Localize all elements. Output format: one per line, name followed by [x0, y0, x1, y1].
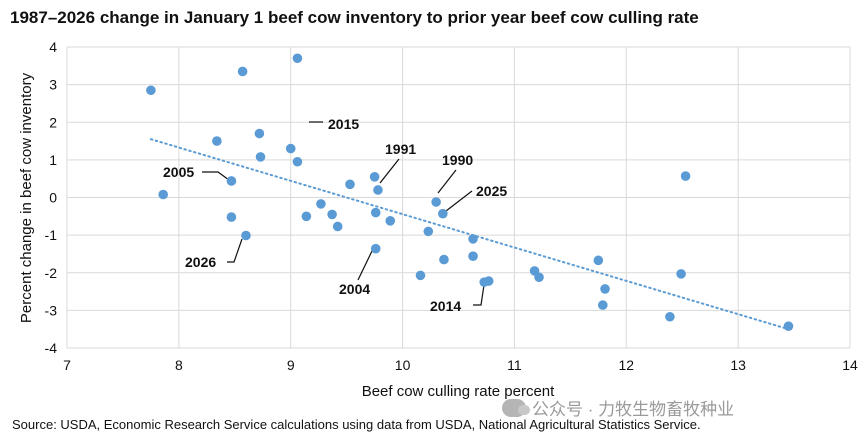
annotation-label: 2004 [339, 281, 370, 297]
annotation-leader [227, 238, 243, 263]
data-point [483, 276, 494, 286]
annotation-leader [202, 171, 230, 181]
data-point [415, 270, 426, 281]
wechat-icon [502, 398, 530, 417]
data-point [534, 272, 544, 283]
data-point [226, 212, 237, 222]
data-point [292, 53, 303, 64]
annotation-label: 2025 [476, 183, 507, 199]
x-tick-label: 10 [395, 357, 411, 373]
data-point [158, 189, 168, 200]
data-point [146, 85, 156, 96]
data-point [370, 243, 381, 254]
data-point [255, 152, 266, 162]
data-point [254, 128, 265, 139]
y-tick-label: 2 [49, 114, 57, 130]
x-tick-label: 12 [618, 357, 634, 373]
x-tick-label: 7 [63, 357, 71, 373]
data-point [316, 199, 326, 209]
y-tick-label: -2 [45, 265, 58, 281]
data-points [146, 53, 794, 331]
data-point [676, 269, 686, 279]
trendline-group [149, 138, 790, 331]
data-point [369, 172, 380, 182]
data-point [345, 179, 355, 190]
data-point [597, 300, 608, 310]
data-point [370, 207, 381, 218]
data-point [593, 255, 604, 266]
data-point [468, 251, 478, 261]
data-point [783, 321, 794, 331]
data-point [423, 226, 434, 237]
x-tick-label: 14 [842, 357, 858, 373]
data-point [680, 171, 691, 181]
source-note: Source: USDA, Economic Research Service … [12, 417, 701, 432]
data-point [431, 197, 441, 207]
chart-title: 1987–2026 change in January 1 beef cow i… [10, 8, 699, 27]
data-point [327, 209, 337, 220]
y-tick-label: 3 [49, 77, 57, 93]
annotation-label: 2014 [430, 298, 461, 314]
data-point [385, 216, 396, 226]
x-tick-label: 8 [175, 357, 183, 373]
data-point [468, 234, 478, 244]
x-tick-label: 13 [730, 357, 746, 373]
watermark: 公众号 · 力牧生物畜牧种业 [502, 395, 734, 420]
watermark-text: 公众号 · 力牧生物畜牧种业 [532, 400, 735, 419]
annotation-label: 2015 [328, 116, 359, 132]
y-tick-label: 1 [49, 152, 57, 168]
data-point [241, 230, 251, 241]
trendline [149, 138, 790, 331]
data-point [292, 156, 303, 167]
x-tick-label: 11 [507, 357, 522, 373]
data-point [301, 211, 312, 222]
annotation-leaders [202, 121, 485, 306]
annotation-label: 1990 [442, 152, 473, 168]
x-tick-label: 9 [287, 357, 295, 373]
data-point [600, 284, 610, 294]
annotation-leader [437, 169, 457, 194]
data-point [285, 143, 296, 154]
y-tick-label: 0 [49, 190, 57, 206]
data-point [438, 208, 448, 219]
data-point [332, 221, 343, 232]
annotation-leader [473, 284, 485, 306]
data-point [373, 185, 383, 195]
y-tick-label: -1 [45, 227, 58, 243]
data-point [237, 66, 248, 77]
annotation-label: 1991 [385, 141, 416, 157]
annotation-leader [379, 158, 400, 184]
annotation-label: 2026 [185, 254, 216, 270]
annotation-leader [445, 190, 473, 212]
data-point [226, 176, 237, 186]
y-axis-title: Percent change in beef cow inventory [18, 72, 35, 323]
annotation-label: 2005 [163, 164, 194, 180]
x-axis-title: Beef cow culling rate percent [362, 383, 555, 400]
data-point [212, 136, 222, 146]
y-tick-label: -3 [45, 302, 58, 318]
y-tick-label: 4 [49, 39, 57, 55]
annotation-leader [357, 250, 373, 281]
data-point [439, 254, 449, 265]
data-point [665, 311, 675, 322]
y-tick-label: -4 [45, 340, 58, 356]
annotation-labels: 2015 1991 1990 2005 2025 2026 2004 2014 [163, 116, 507, 314]
grid-lines [66, 46, 851, 349]
